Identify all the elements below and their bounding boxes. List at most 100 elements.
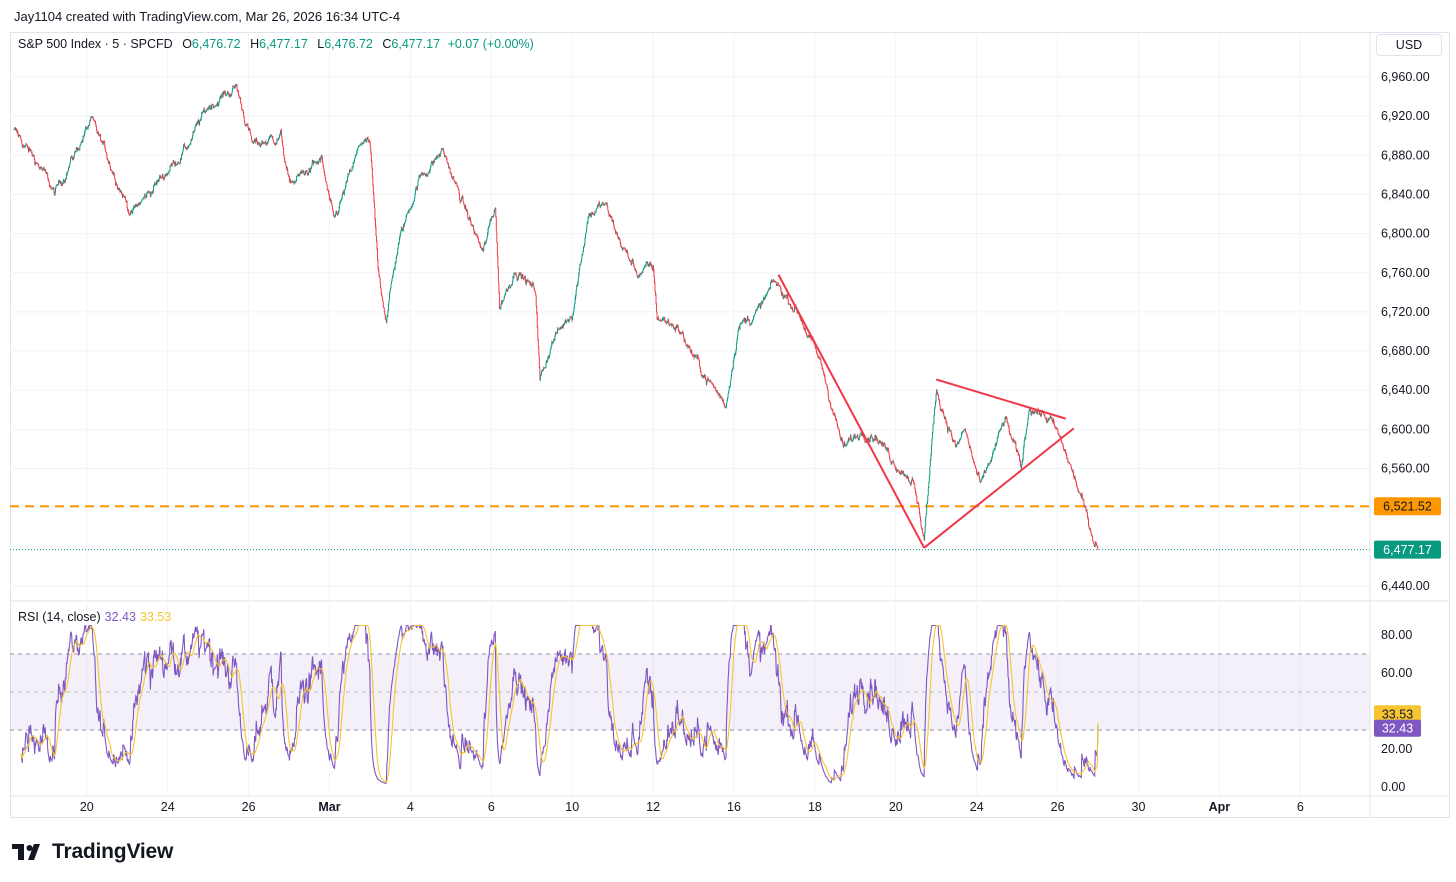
candle [337,212,339,216]
candle [685,341,687,345]
candle [342,189,344,194]
candle [101,140,103,143]
candle [128,212,130,215]
candle [173,161,175,164]
candle [359,144,361,146]
candle [1017,448,1018,453]
candle [282,144,284,150]
candle [218,101,220,106]
candle [984,469,986,473]
candle [465,204,467,210]
candle [76,147,78,152]
candle [1000,427,1002,431]
candle [1087,511,1088,519]
candle [916,495,918,504]
time-tick-label: Mar [318,800,340,814]
candle [28,146,29,153]
candle [635,271,637,273]
candle [837,425,839,429]
candle [453,176,455,181]
candle [900,470,902,476]
candle [447,162,448,164]
candle [176,162,178,165]
candle [475,233,477,236]
candle [286,166,288,171]
candle [822,366,823,370]
tradingview-logo[interactable]: TradingView [12,840,173,864]
candle [199,120,201,126]
triangle-lower-line[interactable] [923,427,1075,549]
candle [334,215,335,218]
candle [935,392,937,403]
candle [33,155,35,157]
candle [890,460,892,465]
candle [625,249,627,253]
candle [323,168,325,174]
candle [54,191,56,196]
chart-frame[interactable] [10,32,1450,818]
candle [111,170,113,174]
candle [756,307,758,312]
candle [233,86,235,89]
candle [201,111,203,118]
candle [230,94,232,98]
candle [140,202,141,205]
support-level-line [10,505,1370,551]
rsi-title[interactable]: RSI (14, close) [18,610,101,624]
candle [483,241,485,247]
candle [382,301,384,308]
candle [576,284,578,291]
price-tick-label: 6,560.00 [1381,462,1430,476]
candle [554,335,556,342]
candle [533,282,535,287]
candle [995,442,997,446]
candle [1085,506,1087,512]
candle [628,256,629,259]
candle [610,216,612,220]
candle [976,468,977,474]
candle [455,181,457,184]
candle [824,373,826,378]
candle [327,189,329,190]
candle [659,319,661,321]
candle [41,168,43,171]
descending-trendline[interactable] [777,274,926,549]
candle [903,473,905,477]
candle [349,168,351,172]
triangle-upper-line[interactable] [935,378,1066,420]
candle [838,428,840,430]
candle [105,149,107,153]
candle [1031,409,1033,414]
candle [1039,411,1041,415]
candle [129,213,131,216]
candle [673,325,675,330]
candle [905,474,906,477]
candle [609,214,611,218]
candle [807,335,809,339]
price-tick-label: 6,880.00 [1381,148,1430,162]
candle [546,359,548,364]
candle [59,180,61,184]
candle [56,184,57,187]
candle [186,148,188,150]
candle [279,133,281,137]
candle [95,123,97,128]
candle [831,408,833,410]
candle [189,143,191,145]
candle [672,323,674,325]
candle [191,135,193,140]
candle [666,321,668,324]
candle [234,83,236,89]
candle [646,261,648,263]
candle [560,326,562,330]
currency-button[interactable]: USD [1376,34,1442,56]
rsi-tick-label: 80.00 [1381,628,1412,642]
candle [367,136,369,144]
candle [589,213,591,217]
candle [1019,459,1021,463]
candle [283,154,285,160]
candle [338,210,340,214]
candle [959,438,961,440]
symbol-title[interactable]: S&P 500 Index · 5 · SPCFD [18,37,173,51]
